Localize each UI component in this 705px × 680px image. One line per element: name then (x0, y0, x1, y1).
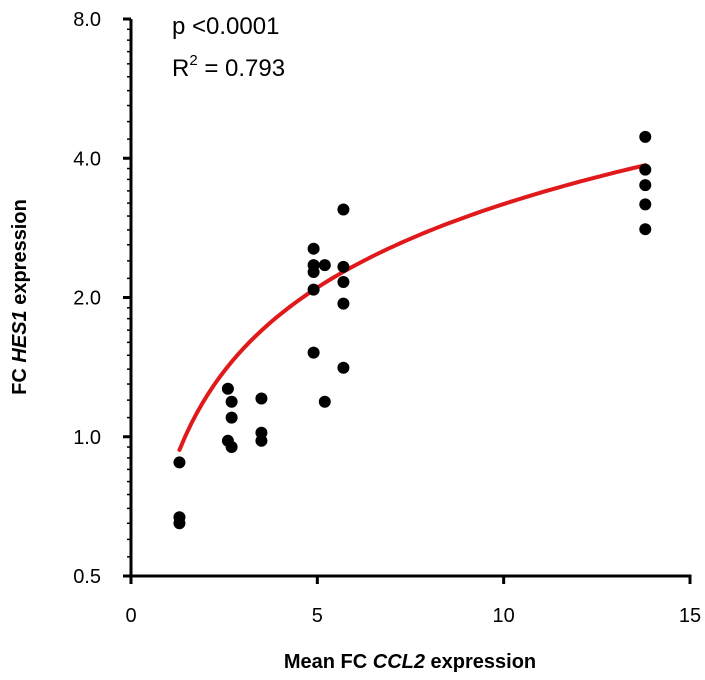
data-point (308, 284, 320, 296)
data-point (255, 435, 267, 447)
data-point (319, 396, 331, 408)
x-axis-ticks: 0 5 10 15 (125, 576, 701, 627)
y-tick-label: 4.0 (73, 148, 101, 170)
data-point (222, 383, 234, 395)
data-point (639, 198, 651, 210)
data-point (308, 266, 320, 278)
data-point (639, 223, 651, 235)
data-point (173, 517, 185, 529)
x-tick-label: 0 (125, 605, 136, 627)
data-point (337, 362, 349, 374)
data-point (337, 276, 349, 288)
y-tick-label: 2.0 (73, 288, 101, 310)
y-tick-label: 0.5 (73, 566, 101, 588)
p-value-annotation: p <0.0001 (172, 13, 279, 40)
r-squared-annotation: R2 = 0.793 (172, 52, 285, 82)
data-point (226, 441, 238, 453)
y-axis-ticks: 0.5 1.0 2.0 4.0 8.0 (73, 9, 131, 588)
x-tick-label: 5 (312, 605, 323, 627)
data-point (337, 261, 349, 273)
data-point (173, 456, 185, 468)
y-tick-label: 8.0 (73, 9, 101, 31)
fit-curve (179, 165, 645, 450)
fit-layer (179, 165, 645, 450)
axes: 0.5 1.0 2.0 4.0 8.0 0 5 10 15 (73, 9, 701, 627)
x-axis-title: Mean FC CCL2 expression (284, 651, 536, 673)
data-point (319, 259, 331, 271)
y-tick-label: 1.0 (73, 427, 101, 449)
data-point (639, 179, 651, 191)
data-point (226, 396, 238, 408)
data-point (255, 392, 267, 404)
data-points (173, 131, 651, 529)
x-tick-label: 15 (679, 605, 701, 627)
data-point (308, 347, 320, 359)
y-axis-title: FC HES1 expression (9, 199, 31, 395)
data-point (226, 412, 238, 424)
data-point (639, 164, 651, 176)
x-tick-label: 10 (493, 605, 515, 627)
data-point (337, 298, 349, 310)
data-point (308, 243, 320, 255)
data-point (337, 203, 349, 215)
data-point (639, 131, 651, 143)
